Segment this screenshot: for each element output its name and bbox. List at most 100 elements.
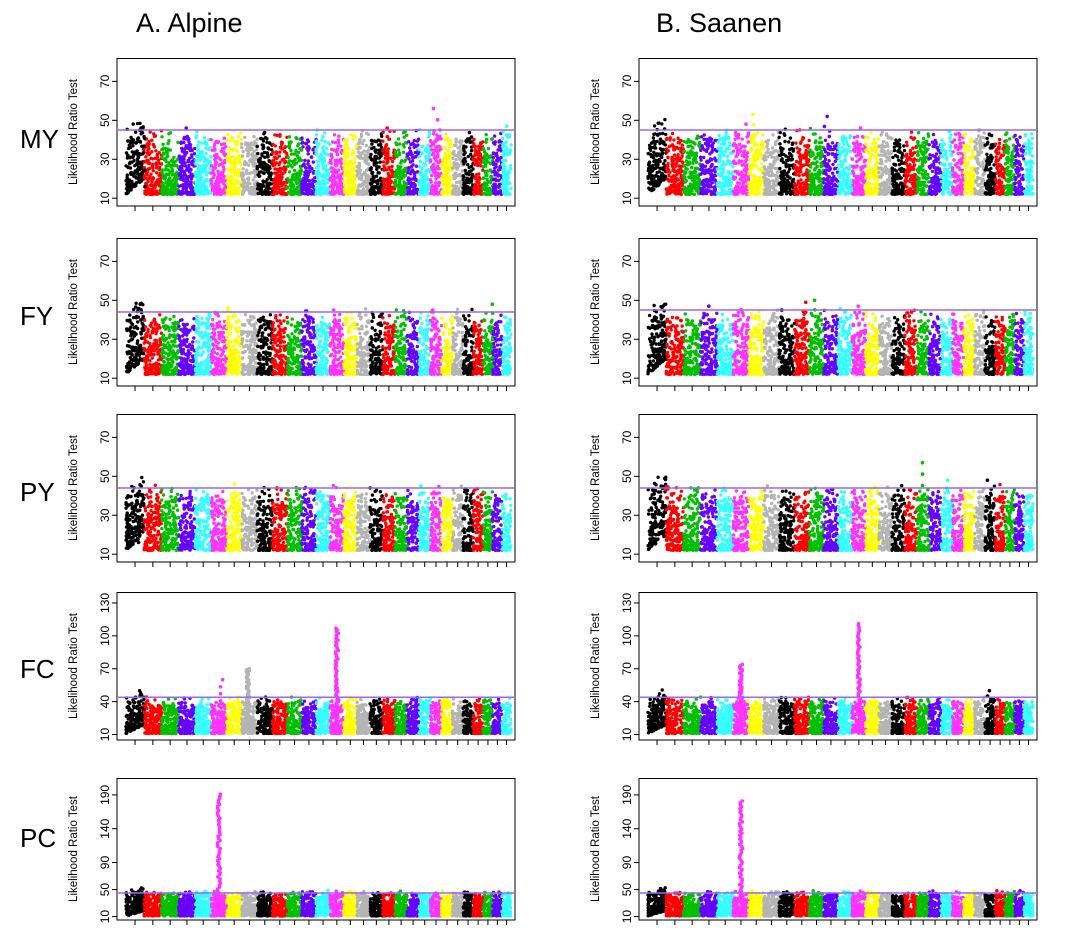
snp-point <box>648 148 653 152</box>
snp-point <box>717 133 721 138</box>
snp-point <box>189 146 193 150</box>
snp-point <box>331 192 335 196</box>
snp-point <box>781 160 786 164</box>
snp-point <box>325 169 329 173</box>
snp-point <box>716 146 720 151</box>
snp-point <box>481 160 486 164</box>
snp-point <box>155 192 159 196</box>
snp-point <box>202 164 206 168</box>
snp-point <box>430 167 435 172</box>
snp-point <box>167 132 171 136</box>
snp-point <box>258 156 262 161</box>
snp-point <box>791 141 795 145</box>
snp-point <box>145 177 149 181</box>
snp-point <box>359 184 363 188</box>
snp-point <box>448 159 452 163</box>
snp-point <box>676 153 680 157</box>
snp-point <box>151 183 155 188</box>
snp-point <box>780 173 784 177</box>
snp-point <box>485 181 489 185</box>
snp-point <box>478 154 483 158</box>
snp-point <box>234 143 239 147</box>
snp-point <box>223 153 227 157</box>
snp-point <box>226 132 230 136</box>
snp-point <box>352 161 357 165</box>
snp-point <box>256 151 260 156</box>
snp-point <box>785 178 790 182</box>
snp-point <box>294 179 298 183</box>
snp-point <box>699 158 703 162</box>
snp-point <box>136 153 140 158</box>
snp-point <box>368 189 372 193</box>
snp-point <box>722 141 727 145</box>
snp-point <box>410 142 414 146</box>
snp-point <box>749 166 754 170</box>
snp-point <box>788 189 792 193</box>
snp-point <box>233 139 237 144</box>
snp-point <box>361 172 365 177</box>
snp-point <box>672 153 677 157</box>
snp-point <box>278 133 282 137</box>
snp-point <box>454 140 458 144</box>
snp-point <box>691 157 696 161</box>
snp-point <box>378 176 383 180</box>
snp-point <box>781 147 785 151</box>
snp-point <box>154 161 158 165</box>
snp-point <box>329 161 333 165</box>
snp-point <box>301 179 305 183</box>
snp-point <box>361 190 366 194</box>
snp-point <box>494 158 499 163</box>
snp-point <box>314 185 318 190</box>
snp-point <box>321 175 325 179</box>
snp-point <box>129 185 134 189</box>
snp-point <box>204 152 208 156</box>
snp-point <box>252 185 256 190</box>
snp-point <box>691 159 695 163</box>
snp-point <box>729 180 734 185</box>
peak-point <box>431 151 436 155</box>
snp-point <box>301 140 305 145</box>
snp-point <box>222 174 226 178</box>
snp-point <box>507 181 511 186</box>
snp-point <box>760 140 764 144</box>
snp-point <box>664 132 668 137</box>
snp-point <box>739 145 743 150</box>
snp-point <box>387 165 391 169</box>
snp-point <box>431 143 436 147</box>
snp-point <box>325 189 329 193</box>
snp-point <box>160 168 165 172</box>
snp-point <box>322 185 326 189</box>
snp-point <box>240 171 244 175</box>
snp-point <box>230 162 234 166</box>
snp-point <box>654 163 658 167</box>
snp-point <box>469 164 474 168</box>
snp-point <box>398 165 403 169</box>
snp-point <box>375 167 379 171</box>
snp-point <box>303 165 308 170</box>
snp-point <box>299 158 304 162</box>
snp-point <box>439 171 443 175</box>
snp-point <box>442 159 446 164</box>
snp-point <box>174 182 179 187</box>
snp-point <box>429 188 433 192</box>
snp-point <box>753 179 757 184</box>
snp-point <box>426 186 431 190</box>
snp-point <box>407 157 411 161</box>
snp-point <box>277 185 281 189</box>
snp-point <box>484 140 488 144</box>
snp-point <box>721 160 725 164</box>
snp-point <box>763 166 767 170</box>
snp-point <box>205 163 209 168</box>
snp-point <box>661 147 665 152</box>
snp-point <box>138 121 142 126</box>
snp-point <box>778 130 782 135</box>
snp-point <box>295 136 299 141</box>
snp-point <box>255 187 260 191</box>
snp-point <box>462 180 467 184</box>
snp-point <box>345 163 349 168</box>
snp-point <box>390 164 394 169</box>
snp-point <box>376 181 380 185</box>
snp-point <box>247 163 251 167</box>
snp-point <box>182 155 186 159</box>
snp-point <box>759 143 763 147</box>
